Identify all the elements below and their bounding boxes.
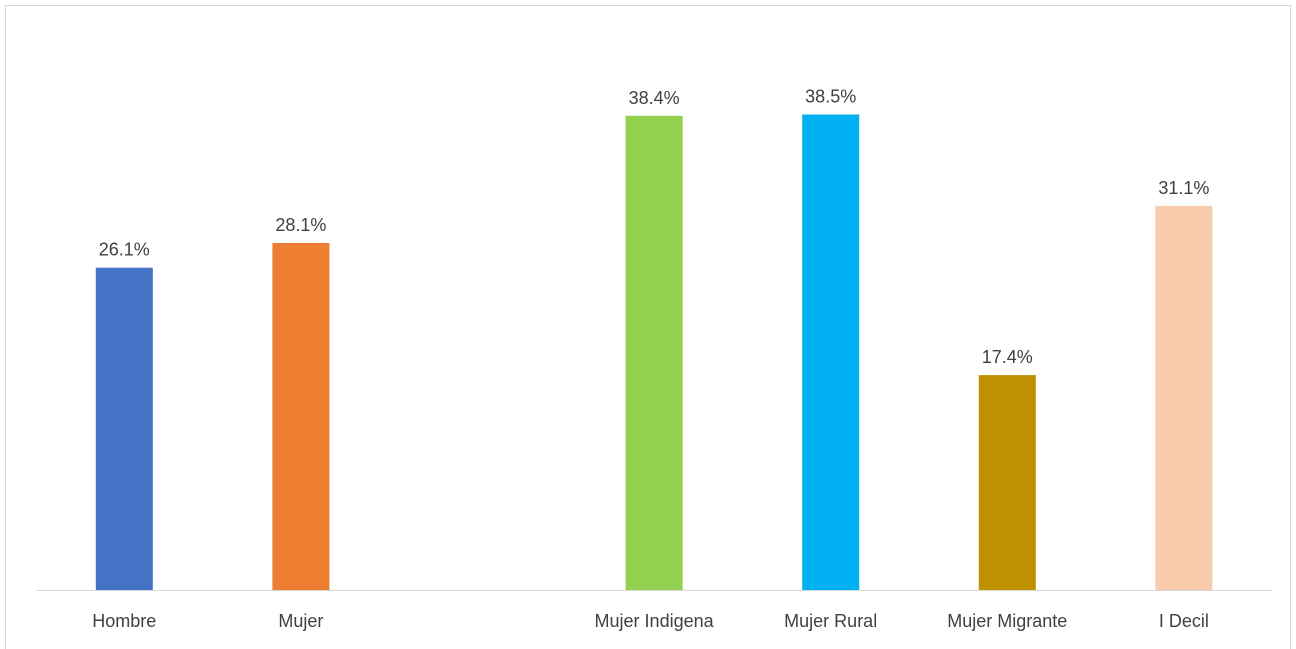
category-label-mujer-rural: Mujer Rural: [784, 611, 877, 631]
category-label-hombre: Hombre: [92, 611, 156, 631]
bar-hombre: [96, 268, 153, 590]
bar-mujer-indigena: [626, 116, 683, 590]
value-label-i-decil: 31.1%: [1158, 178, 1209, 198]
value-label-mujer-rural: 38.5%: [805, 87, 856, 107]
bars-layer: [96, 115, 1213, 591]
bar-mujer-rural: [802, 115, 859, 591]
category-label-mujer-indigena: Mujer Indigena: [595, 611, 715, 631]
value-label-mujer-migrante: 17.4%: [982, 347, 1033, 367]
value-label-hombre: 26.1%: [99, 240, 150, 260]
bar-mujer: [272, 243, 329, 590]
category-label-mujer-migrante: Mujer Migrante: [947, 611, 1067, 631]
value-label-mujer-indigena: 38.4%: [629, 88, 680, 108]
category-label-i-decil: I Decil: [1159, 611, 1209, 631]
bar-mujer-migrante: [979, 375, 1036, 590]
bar-i-decil: [1155, 206, 1212, 590]
category-label-mujer: Mujer: [278, 611, 323, 631]
value-label-mujer: 28.1%: [275, 215, 326, 235]
category-labels-layer: Hombre Mujer Mujer Indigena Mujer Rural Muje…: [92, 611, 1209, 631]
